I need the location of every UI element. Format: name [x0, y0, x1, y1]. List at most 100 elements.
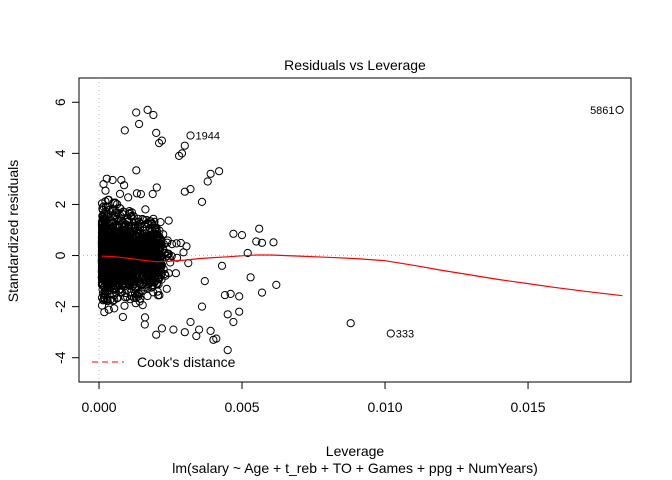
y-tick-label: 2	[52, 200, 68, 208]
data-point	[139, 226, 148, 235]
data-point	[152, 128, 161, 137]
data-point	[157, 136, 166, 145]
data-point	[105, 286, 114, 295]
data-point	[101, 216, 111, 225]
data-point	[132, 189, 141, 198]
data-point	[246, 273, 255, 282]
data-point	[156, 244, 165, 254]
data-point	[257, 288, 267, 297]
y-axis-ticks: -4 -2 0 2 4 6	[52, 98, 79, 364]
data-point	[143, 291, 152, 301]
data-point	[134, 217, 143, 226]
data-point	[135, 278, 144, 287]
data-point	[252, 237, 261, 246]
data-point	[123, 215, 132, 224]
legend: Cook's distance	[92, 354, 236, 370]
data-point	[186, 317, 195, 327]
data-point	[145, 223, 155, 232]
data-point	[129, 293, 138, 302]
data-point	[97, 228, 107, 237]
data-point	[110, 304, 119, 313]
data-point	[141, 205, 150, 214]
data-point	[155, 291, 164, 300]
data-point	[152, 330, 161, 339]
data-point	[167, 252, 176, 261]
data-point	[120, 301, 129, 310]
data-point	[156, 218, 165, 227]
data-point	[119, 207, 128, 216]
point-labels: 5861 1944 333	[196, 105, 615, 341]
data-point	[101, 286, 110, 295]
y-tick-label: 0	[52, 251, 68, 259]
data-point	[152, 183, 161, 192]
smooth-line-layer	[101, 254, 623, 297]
data-point	[155, 139, 164, 148]
data-point	[111, 237, 121, 246]
reference-lines	[79, 78, 631, 382]
data-point	[155, 236, 164, 245]
data-point	[164, 269, 173, 278]
data-point	[123, 273, 132, 282]
chart-subtitle: lm(salary ~ Age + t_reb + TO + Games + p…	[172, 460, 537, 476]
y-axis-label: Standardized residuals	[5, 160, 21, 302]
data-point	[135, 236, 145, 245]
data-point	[217, 261, 227, 270]
data-point	[186, 131, 195, 140]
data-point	[223, 310, 232, 319]
data-point	[97, 224, 107, 233]
data-point	[206, 326, 215, 335]
data-point	[229, 317, 238, 327]
data-point	[134, 289, 143, 298]
data-point	[97, 199, 107, 208]
data-point	[132, 108, 141, 117]
data-point	[223, 346, 232, 355]
legend-cooks-distance-label: Cook's distance	[137, 354, 236, 370]
data-point	[200, 277, 209, 286]
data-point	[103, 297, 112, 306]
data-point	[143, 105, 152, 115]
data-point	[118, 312, 128, 322]
data-point	[346, 319, 355, 328]
data-point	[104, 305, 113, 314]
data-point	[120, 234, 129, 243]
data-point	[149, 110, 158, 120]
data-point	[197, 302, 207, 311]
data-point	[161, 248, 170, 257]
point-label: 5861	[590, 105, 614, 117]
data-point	[132, 166, 141, 175]
data-point	[129, 266, 138, 275]
data-point	[386, 329, 395, 338]
data-point	[100, 308, 109, 317]
x-tick-label: 0.015	[511, 399, 546, 415]
x-tick-label: 0.010	[368, 399, 403, 415]
data-point	[124, 280, 133, 289]
data-point	[106, 230, 115, 239]
data-point	[108, 223, 117, 232]
data-point	[99, 180, 108, 189]
data-point	[118, 223, 127, 232]
data-point	[235, 307, 244, 316]
smooth-line	[101, 254, 623, 297]
data-point	[111, 223, 120, 233]
data-point	[103, 231, 112, 240]
data-point	[140, 313, 150, 322]
data-point	[142, 240, 151, 249]
data-point	[110, 264, 120, 273]
x-axis-label: Leverage	[326, 443, 385, 459]
data-point	[113, 208, 122, 217]
data-point	[120, 126, 129, 135]
data-point	[615, 105, 624, 115]
chart-title: Residuals vs Leverage	[284, 57, 426, 73]
scatter-points	[97, 105, 624, 355]
data-point	[206, 169, 215, 178]
data-point	[124, 193, 133, 202]
data-point	[117, 175, 126, 185]
data-point	[140, 320, 149, 329]
axes	[78, 77, 632, 383]
data-point	[166, 258, 175, 267]
data-point	[129, 261, 138, 270]
data-point	[110, 291, 119, 300]
data-point	[134, 292, 143, 301]
data-point	[173, 253, 182, 262]
data-point	[144, 231, 153, 240]
